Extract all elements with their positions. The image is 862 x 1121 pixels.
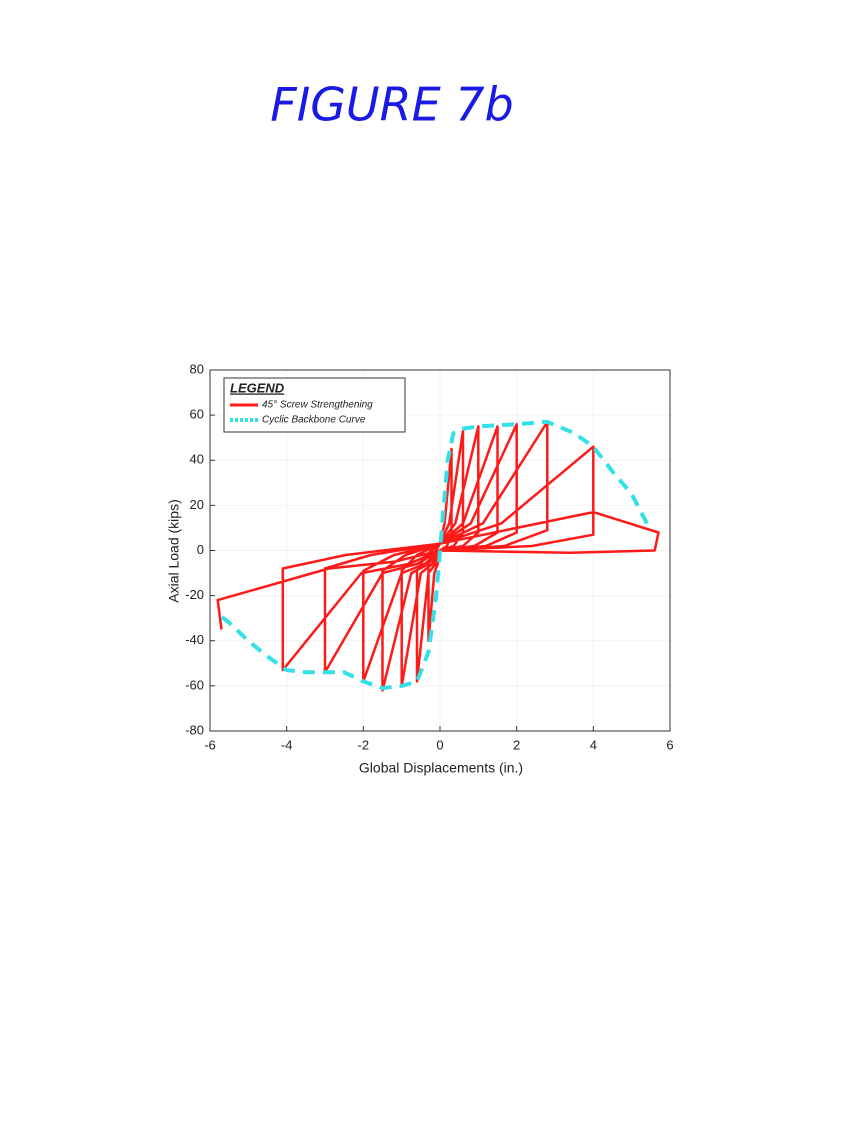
y-tick-label: 60 bbox=[190, 407, 204, 422]
y-tick-label: 0 bbox=[197, 542, 204, 557]
y-axis-label: Axial Load (kips) bbox=[166, 499, 182, 603]
y-tick-label: -60 bbox=[185, 677, 204, 692]
y-tick-label: -20 bbox=[185, 587, 204, 602]
legend-label: Cyclic Backbone Curve bbox=[262, 415, 366, 426]
y-tick-label: 80 bbox=[190, 361, 204, 376]
y-tick-label: 20 bbox=[190, 497, 204, 512]
y-tick-label: -80 bbox=[185, 722, 204, 737]
legend-box bbox=[223, 377, 406, 433]
series-line bbox=[216, 419, 649, 691]
x-tick-label: 2 bbox=[513, 737, 520, 752]
x-tick-label: 4 bbox=[590, 737, 597, 752]
y-tick-label: -40 bbox=[185, 632, 204, 647]
y-tick-label: 40 bbox=[190, 452, 204, 467]
x-tick-label: -4 bbox=[281, 737, 293, 752]
series-line bbox=[216, 420, 660, 692]
legend-title: LEGEND bbox=[230, 380, 285, 395]
plot-frame bbox=[209, 369, 671, 732]
legend-label: 45° Screw Strengthening bbox=[262, 400, 373, 411]
x-tick-label: 6 bbox=[666, 737, 673, 752]
figure-title: FIGURE 7b bbox=[270, 78, 513, 132]
x-tick-label: 0 bbox=[436, 737, 443, 752]
x-tick-label: -6 bbox=[204, 737, 216, 752]
x-axis-label: Global Displacements (in.) bbox=[359, 760, 523, 776]
x-tick-label: -2 bbox=[358, 737, 370, 752]
